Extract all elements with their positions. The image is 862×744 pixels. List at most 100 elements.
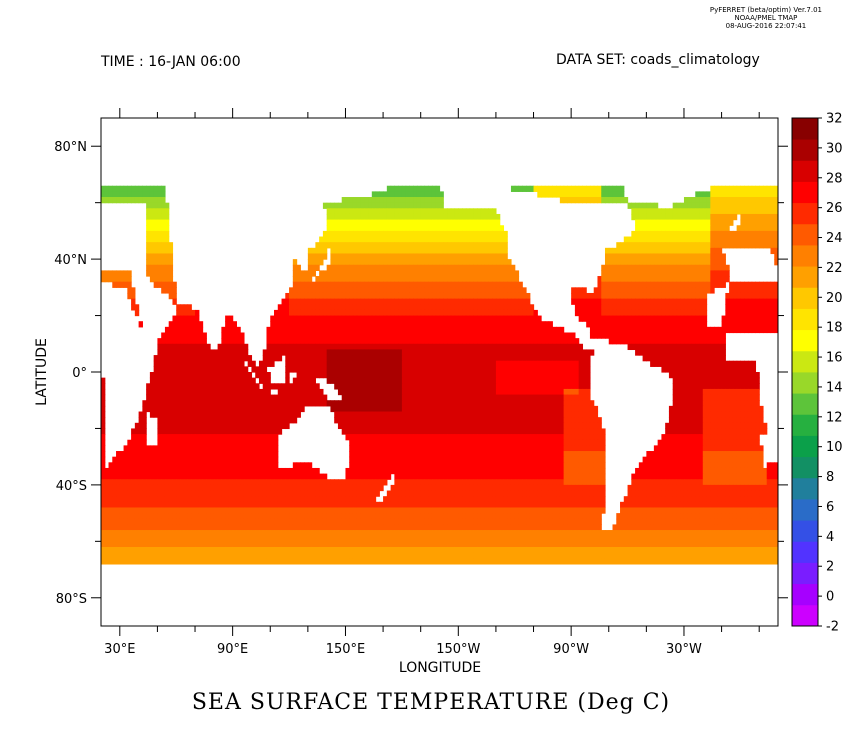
sst-cell — [454, 422, 459, 430]
sst-cell — [665, 242, 670, 249]
sst-cell — [751, 309, 757, 317]
sst-cell — [488, 292, 493, 300]
sst-cell — [680, 349, 685, 356]
sst-cell — [623, 315, 629, 322]
sst-cell — [390, 259, 395, 266]
sst-cell — [337, 264, 343, 271]
sst-cell — [424, 309, 429, 317]
sst-cell — [435, 264, 441, 271]
sst-cell — [604, 292, 610, 300]
sst-cell — [604, 191, 610, 198]
sst-cell — [620, 315, 625, 322]
sst-cell — [473, 208, 478, 215]
sst-cell — [240, 394, 245, 401]
sst-cell — [462, 332, 467, 339]
sst-cell — [473, 259, 478, 266]
sst-cell — [492, 242, 497, 249]
sst-cell — [578, 394, 584, 401]
sst-cell — [548, 383, 553, 390]
sst-cell — [401, 411, 407, 418]
sst-cell — [672, 242, 678, 249]
sst-cell — [623, 247, 629, 255]
sst-cell — [413, 281, 418, 288]
sst-cell — [379, 321, 384, 328]
sst-cell — [665, 321, 670, 328]
sst-cell — [439, 315, 444, 322]
sst-cell — [164, 400, 170, 407]
sst-cell — [428, 388, 433, 396]
sst-cell — [236, 383, 241, 390]
sst-cell — [458, 264, 463, 271]
sst-cell — [450, 338, 456, 345]
sst-cell — [341, 422, 347, 430]
sst-cell — [420, 343, 426, 351]
sst-cell — [431, 191, 437, 198]
sst-cell — [386, 276, 392, 283]
sst-cell — [586, 405, 591, 413]
sst-cell — [578, 366, 584, 373]
sst-cell — [405, 326, 411, 334]
sst-cell — [341, 394, 347, 401]
sst-cell — [296, 400, 301, 407]
sst-cell — [356, 225, 362, 232]
sst-cell — [447, 394, 452, 401]
sst-cell — [687, 321, 693, 328]
sst-cell — [337, 236, 343, 243]
sst-cell — [164, 422, 170, 430]
sst-cell — [443, 242, 448, 249]
sst-cell — [300, 343, 305, 351]
sst-cell — [236, 400, 241, 407]
sst-cell — [108, 270, 113, 277]
sst-cell — [695, 276, 700, 283]
sst-cell — [330, 276, 335, 283]
sst-cell — [439, 264, 444, 271]
sst-cell — [582, 360, 587, 367]
sst-cell — [774, 242, 778, 249]
sst-cell — [307, 321, 313, 328]
sst-cell — [108, 191, 113, 198]
sst-cell — [405, 360, 411, 367]
sst-cell — [398, 360, 403, 367]
sst-cell — [270, 332, 275, 339]
sst-cell — [375, 400, 380, 407]
sst-cell — [341, 230, 347, 238]
sst-cell — [563, 366, 568, 373]
sst-cell — [699, 281, 704, 288]
sst-cell — [413, 332, 418, 339]
sst-cell — [465, 236, 471, 243]
sst-cell — [507, 366, 512, 373]
sst-cell — [492, 321, 497, 328]
sst-cell — [225, 343, 230, 351]
sst-cell — [631, 287, 636, 294]
sst-cell — [668, 326, 674, 334]
sst-cell — [383, 236, 388, 243]
sst-cell — [285, 405, 290, 413]
sst-cell — [247, 394, 253, 401]
sst-cell — [435, 202, 441, 209]
sst-cell — [740, 326, 745, 334]
sst-cell — [187, 372, 192, 379]
sst-cell — [477, 247, 482, 255]
sst-cell — [334, 411, 339, 418]
sst-cell — [450, 292, 456, 300]
sst-cell — [142, 411, 147, 418]
sst-cell — [447, 276, 452, 283]
sst-cell — [352, 259, 358, 266]
sst-cell — [277, 321, 283, 328]
sst-cell — [413, 349, 418, 356]
sst-cell — [465, 259, 471, 266]
sst-cell — [687, 281, 693, 288]
sst-cell — [747, 242, 753, 249]
sst-cell — [168, 388, 174, 396]
sst-cell — [341, 309, 347, 317]
sst-cell — [537, 422, 542, 430]
sst-cell — [213, 349, 219, 356]
sst-cell — [213, 417, 219, 424]
sst-cell — [405, 264, 411, 271]
sst-cell — [717, 247, 723, 255]
sst-cell — [484, 298, 489, 305]
sst-cell — [447, 208, 452, 215]
sst-cell — [341, 338, 347, 345]
sst-cell — [431, 405, 437, 413]
sst-cell — [304, 332, 309, 339]
